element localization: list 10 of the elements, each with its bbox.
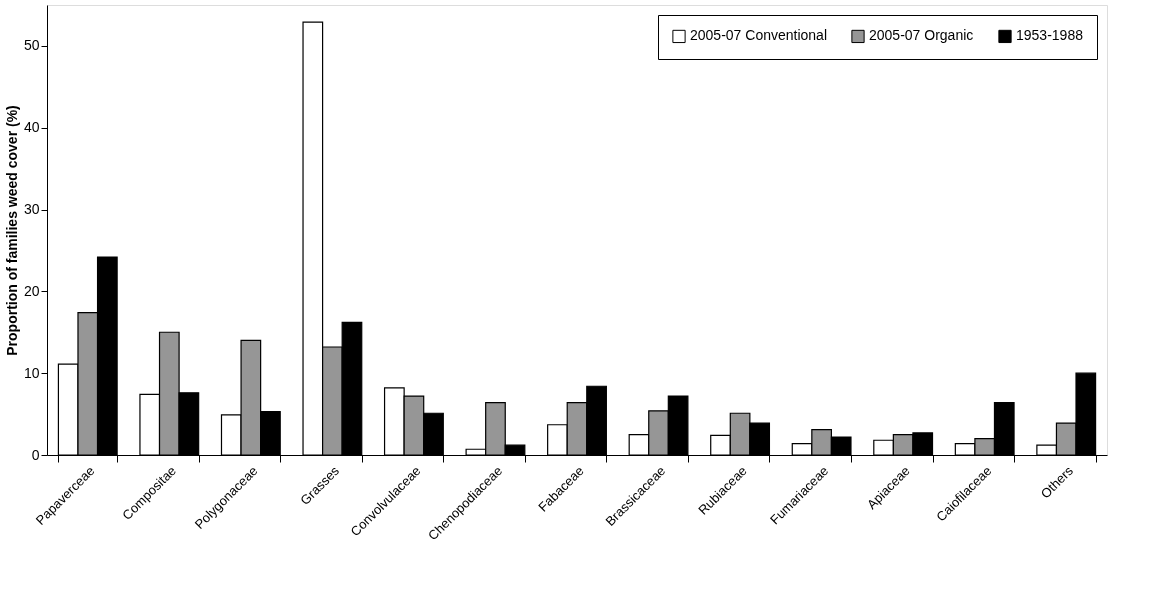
y-tick-label: 20 [23,282,40,299]
legend-label: 1953-1988 [1016,27,1084,44]
y-tick-label: 10 [23,364,40,381]
y-tick-label: 50 [23,37,40,54]
legend-label: 2005-07 Conventional [690,27,827,44]
y-tick-label: 40 [23,119,40,136]
y-axis-title: Proportion of families weed cover (%) [3,105,20,356]
y-tick-label: 0 [31,446,40,463]
legend-label: 2005-07 Organic [869,27,974,44]
y-tick-label: 30 [23,201,40,218]
